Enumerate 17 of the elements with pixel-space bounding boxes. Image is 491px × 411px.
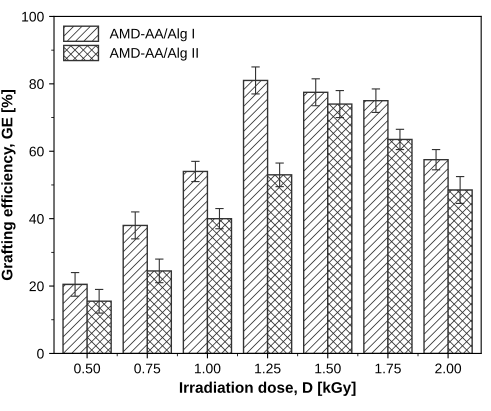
legend-label: AMD-AA/Alg I xyxy=(110,28,194,42)
x-tick-label: 1.25 xyxy=(255,364,281,374)
y-axis-title: Grafting efficiency, GE [%] xyxy=(1,90,16,280)
y-tick-label: 40 xyxy=(29,214,44,224)
y-tick-label: 80 xyxy=(29,79,44,90)
y-tick-label: 0 xyxy=(37,348,44,359)
x-tick-label: 1.75 xyxy=(375,364,401,374)
y-tick-label: 100 xyxy=(22,12,44,22)
x-tick-label: 1.50 xyxy=(315,364,341,374)
x-tick-label: 2.00 xyxy=(435,364,462,374)
x-tick-label: 1.00 xyxy=(194,364,220,374)
y-tick-label: 60 xyxy=(30,146,44,156)
y-tick-label: 20 xyxy=(30,281,44,292)
legend-label: AMD-AA/Alg II xyxy=(110,48,198,61)
x-tick-label: 0.50 xyxy=(74,364,100,374)
x-axis-title: Irradiation dose, D [kGy] xyxy=(180,382,356,396)
x-tick-label: 0.75 xyxy=(134,364,160,374)
